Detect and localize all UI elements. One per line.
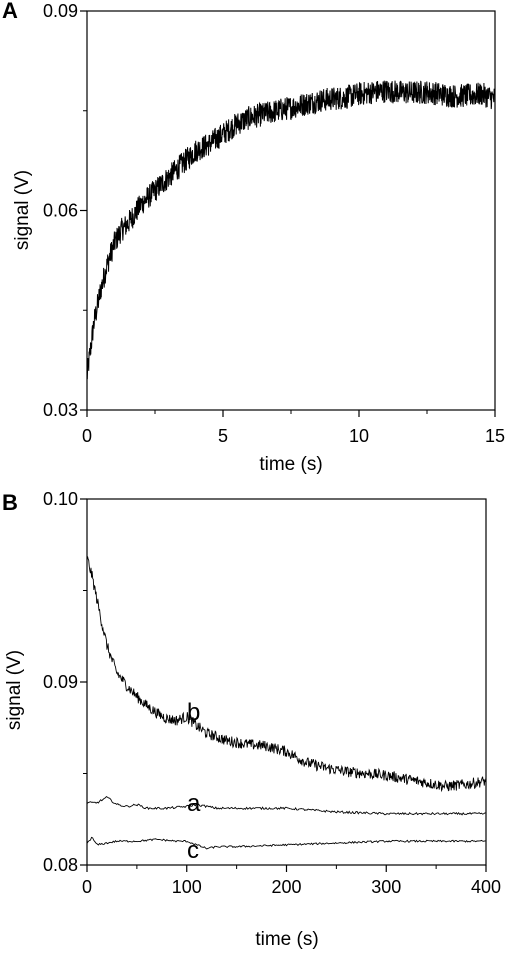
panel-b-chart: B 0 100 200 300 400 0.08 0.09 0.10 b a c time (… [2,489,501,950]
panel-b-letter: B [2,490,18,515]
panel-b-x-tick-label: 400 [471,877,501,897]
panel-b-plot-frame [86,498,487,866]
panel-a-chart: A 0 5 10 15 0.03 0.06 0.09 time (s) signal (V) [2,0,505,475]
panel-b-y-axis-title: signal (V) [4,650,25,730]
panel-b-series-a-label: a [187,790,201,817]
panel-a-series-line [86,80,496,380]
panel-b-x-tick-label: 300 [371,877,401,897]
panel-a-y-tick-label: 0.06 [43,201,78,221]
panel-a-y-axis-title: signal (V) [12,170,33,250]
panel-b-series-c-line [86,836,487,850]
panel-a-x-axis-title: time (s) [259,454,322,475]
panel-b-series-a-line [86,796,487,816]
panel-b-y-tick-label: 0.10 [43,489,78,509]
panel-a-y-tick-label: 0.03 [43,400,78,420]
panel-a-letter: A [2,0,18,23]
panel-b-x-tick-label: 100 [172,877,202,897]
panel-b-y-tick-label: 0.08 [43,855,78,875]
panel-a-x-tick-label: 10 [349,426,369,446]
panel-b-x-tick-label: 0 [82,877,92,897]
panel-b-series-b-label: b [187,699,200,726]
panel-a-y-tick-label: 0.09 [43,1,78,21]
panel-b-series-c-label: c [187,837,199,864]
panel-b-x-tick-label: 200 [271,877,301,897]
panel-a-plot-frame [86,10,496,411]
panel-a-x-tick-label: 15 [485,426,505,446]
panel-a-x-tick-label: 0 [82,426,92,446]
panel-a-x-tick-label: 5 [218,426,228,446]
panel-b-x-axis-title: time (s) [255,929,318,950]
panel-b-y-tick-label: 0.09 [43,672,78,692]
panel-b-series-b-line [86,556,487,793]
